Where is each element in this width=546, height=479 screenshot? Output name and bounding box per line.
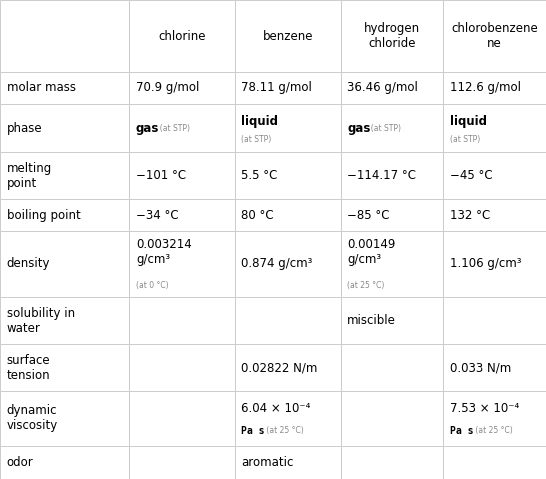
Text: 7.53 × 10⁻⁴: 7.53 × 10⁻⁴ — [450, 402, 519, 415]
Text: 0.003214
g/cm³: 0.003214 g/cm³ — [136, 238, 192, 266]
Bar — [443, 152, 546, 199]
Bar — [235, 297, 341, 344]
Bar — [129, 297, 235, 344]
Text: density: density — [7, 257, 50, 271]
Bar — [235, 344, 341, 391]
Bar — [0, 72, 129, 103]
Bar — [0, 391, 129, 446]
Bar — [235, 0, 341, 72]
Bar — [235, 231, 341, 297]
Bar — [129, 199, 235, 231]
Bar — [443, 391, 546, 446]
Text: (at 25 °C): (at 25 °C) — [264, 426, 304, 435]
Bar — [129, 391, 235, 446]
Text: 0.02822 N/m: 0.02822 N/m — [241, 361, 318, 374]
Text: benzene: benzene — [263, 30, 313, 43]
Text: phase: phase — [7, 122, 42, 135]
Bar — [443, 0, 546, 72]
Bar — [0, 297, 129, 344]
Bar — [129, 446, 235, 479]
Text: gas: gas — [347, 122, 371, 135]
Text: 6.04 × 10⁻⁴: 6.04 × 10⁻⁴ — [241, 402, 311, 415]
Bar — [0, 446, 129, 479]
Text: 78.11 g/mol: 78.11 g/mol — [241, 81, 312, 94]
Bar — [341, 152, 443, 199]
Bar — [129, 152, 235, 199]
Bar — [341, 199, 443, 231]
Bar — [443, 446, 546, 479]
Text: −85 °C: −85 °C — [347, 208, 390, 222]
Bar — [235, 199, 341, 231]
Text: chlorine: chlorine — [158, 30, 206, 43]
Text: surface
tension: surface tension — [7, 354, 50, 382]
Text: aromatic: aromatic — [241, 456, 294, 469]
Bar — [341, 231, 443, 297]
Text: boiling point: boiling point — [7, 208, 80, 222]
Text: −45 °C: −45 °C — [450, 170, 492, 182]
Bar — [443, 103, 546, 152]
Bar — [341, 446, 443, 479]
Bar — [341, 391, 443, 446]
Text: miscible: miscible — [347, 314, 396, 327]
Bar — [341, 297, 443, 344]
Text: liquid: liquid — [450, 115, 487, 128]
Text: 70.9 g/mol: 70.9 g/mol — [136, 81, 199, 94]
Text: (at 25 °C): (at 25 °C) — [347, 281, 384, 290]
Bar — [0, 344, 129, 391]
Bar — [0, 103, 129, 152]
Text: (at STP): (at STP) — [366, 124, 401, 133]
Bar — [443, 72, 546, 103]
Bar — [129, 72, 235, 103]
Text: 112.6 g/mol: 112.6 g/mol — [450, 81, 521, 94]
Text: 5.5 °C: 5.5 °C — [241, 170, 278, 182]
Bar — [235, 152, 341, 199]
Text: liquid: liquid — [241, 115, 278, 128]
Bar — [0, 152, 129, 199]
Bar — [443, 344, 546, 391]
Text: (at STP): (at STP) — [450, 135, 480, 144]
Bar — [129, 231, 235, 297]
Text: melting
point: melting point — [7, 162, 52, 190]
Text: Pa s: Pa s — [241, 426, 265, 436]
Bar — [235, 103, 341, 152]
Text: molar mass: molar mass — [7, 81, 75, 94]
Text: 36.46 g/mol: 36.46 g/mol — [347, 81, 418, 94]
Text: 80 °C: 80 °C — [241, 208, 274, 222]
Bar — [341, 0, 443, 72]
Text: (at 25 °C): (at 25 °C) — [473, 426, 513, 435]
Text: (at 0 °C): (at 0 °C) — [136, 281, 169, 290]
Text: (at STP): (at STP) — [241, 135, 271, 144]
Bar — [129, 344, 235, 391]
Text: 0.00149
g/cm³: 0.00149 g/cm³ — [347, 238, 396, 266]
Bar — [341, 72, 443, 103]
Text: −114.17 °C: −114.17 °C — [347, 170, 416, 182]
Text: Pa s: Pa s — [450, 426, 473, 436]
Bar — [0, 231, 129, 297]
Bar — [129, 103, 235, 152]
Text: 0.874 g/cm³: 0.874 g/cm³ — [241, 257, 313, 271]
Text: dynamic
viscosity: dynamic viscosity — [7, 404, 58, 433]
Bar — [129, 0, 235, 72]
Text: 0.033 N/m: 0.033 N/m — [450, 361, 511, 374]
Text: 132 °C: 132 °C — [450, 208, 490, 222]
Bar — [443, 199, 546, 231]
Bar — [235, 72, 341, 103]
Text: odor: odor — [7, 456, 33, 469]
Text: 1.106 g/cm³: 1.106 g/cm³ — [450, 257, 521, 271]
Text: chlorobenzene
ne: chlorobenzene ne — [452, 22, 538, 50]
Bar — [443, 231, 546, 297]
Text: −101 °C: −101 °C — [136, 170, 186, 182]
Text: solubility in
water: solubility in water — [7, 307, 75, 335]
Text: hydrogen
chloride: hydrogen chloride — [364, 22, 420, 50]
Bar — [341, 103, 443, 152]
Text: gas: gas — [136, 122, 159, 135]
Bar — [235, 446, 341, 479]
Bar — [443, 297, 546, 344]
Bar — [0, 199, 129, 231]
Bar — [235, 391, 341, 446]
Bar — [341, 344, 443, 391]
Text: (at STP): (at STP) — [155, 124, 190, 133]
Bar — [0, 0, 129, 72]
Text: −34 °C: −34 °C — [136, 208, 179, 222]
